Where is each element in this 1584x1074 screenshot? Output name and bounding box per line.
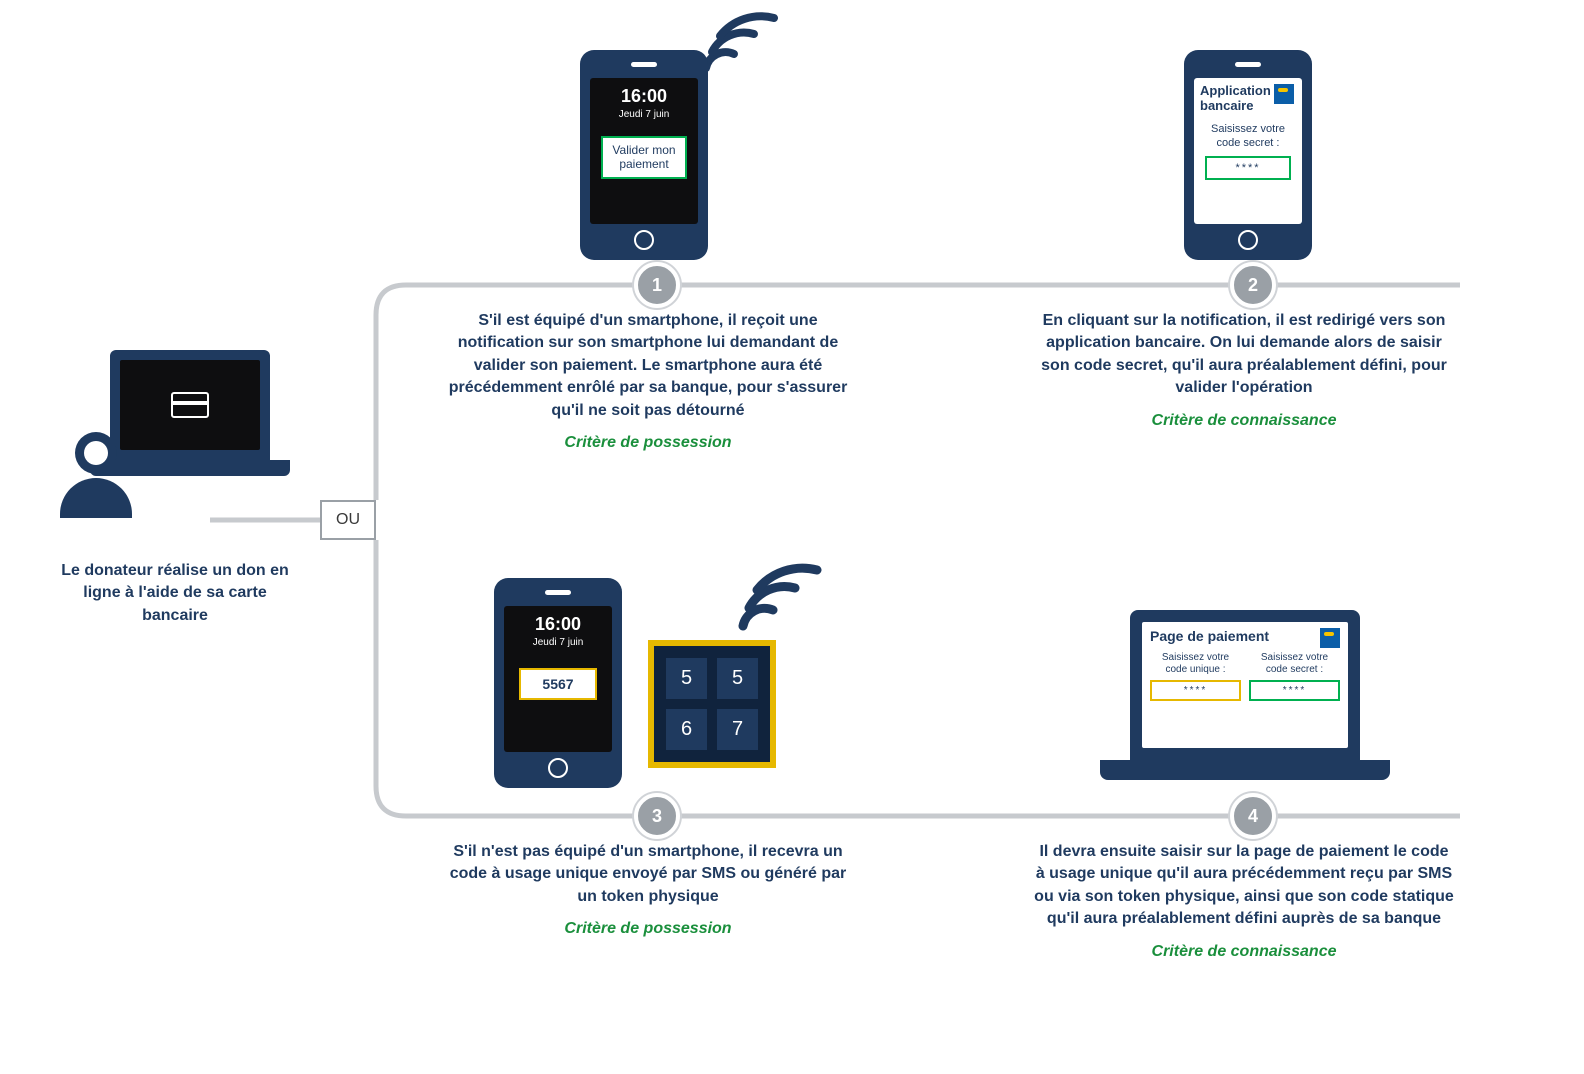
- sms-code-display: 5567: [519, 668, 597, 700]
- unique-code-input[interactable]: ****: [1150, 680, 1241, 701]
- step2-criteria: Critère de connaissance: [1034, 410, 1454, 432]
- step4-criteria: Critère de connaissance: [1034, 941, 1454, 963]
- signal-waves-icon: [735, 560, 825, 640]
- step1-criteria: Critère de possession: [438, 432, 858, 454]
- phone-date: Jeudi 7 juin: [590, 109, 698, 120]
- step2-text: En cliquant sur la notification, il est …: [1034, 310, 1454, 432]
- phone-date: Jeudi 7 juin: [504, 637, 612, 648]
- unique-code-label: Saisissez votre code unique :: [1150, 652, 1241, 676]
- secret-code-input[interactable]: ****: [1205, 156, 1291, 180]
- step3-lead: S'il n'est pas équipé d'un smartphone,: [453, 843, 744, 860]
- step4-body: Il devra ensuite saisir sur la page de p…: [1034, 843, 1454, 927]
- step3-criteria: Critère de possession: [438, 918, 858, 940]
- validate-payment-button[interactable]: Valider mon paiement: [601, 136, 687, 179]
- token-digit: 5: [666, 658, 707, 699]
- step1-phone: 16:00 Jeudi 7 juin Valider mon paiement: [580, 50, 708, 260]
- step-circle-2: 2: [1230, 262, 1276, 308]
- bank-logo-icon: [1274, 84, 1294, 104]
- step1-text: S'il est équipé d'un smartphone, il reço…: [438, 310, 858, 454]
- secret-code-prompt: Saisissez votre code secret :: [1200, 122, 1296, 151]
- step2-body: En cliquant sur la notification, il est …: [1041, 312, 1447, 396]
- step1-lead: S'il est équipé d'un smartphone,: [478, 312, 723, 329]
- token-digit: 7: [717, 709, 758, 750]
- step2-phone: Application bancaire Saisissez votre cod…: [1184, 50, 1312, 260]
- bank-app-title: Application bancaire: [1200, 84, 1272, 114]
- physical-token: 5 5 6 7: [648, 640, 776, 768]
- secret-code-input[interactable]: ****: [1249, 680, 1340, 701]
- or-junction: OU: [320, 500, 376, 540]
- phone-time: 16:00: [590, 86, 698, 107]
- step3-text: S'il n'est pas équipé d'un smartphone, i…: [438, 841, 858, 941]
- token-digit: 5: [717, 658, 758, 699]
- donor-person-icon: [60, 432, 132, 518]
- or-label: OU: [336, 511, 360, 529]
- donor-laptop-icon: [110, 350, 290, 476]
- credit-card-icon: [171, 392, 209, 418]
- step4-laptop: Page de paiement Saisissez votre code un…: [1130, 610, 1390, 780]
- donor-caption: Le donateur réalise un don en ligne à l'…: [50, 560, 300, 627]
- phone-time: 16:00: [504, 614, 612, 635]
- step-circle-4: 4: [1230, 793, 1276, 839]
- secret-code-label: Saisissez votre code secret :: [1249, 652, 1340, 676]
- token-digit: 6: [666, 709, 707, 750]
- step-circle-1: 1: [634, 262, 680, 308]
- signal-waves-icon: [700, 10, 780, 80]
- step3-phone: 16:00 Jeudi 7 juin 5567: [494, 578, 622, 788]
- step-circle-3: 3: [634, 793, 680, 839]
- payment-page-title: Page de paiement: [1150, 628, 1269, 644]
- step4-text: Il devra ensuite saisir sur la page de p…: [1034, 841, 1454, 963]
- bank-logo-icon: [1320, 628, 1340, 648]
